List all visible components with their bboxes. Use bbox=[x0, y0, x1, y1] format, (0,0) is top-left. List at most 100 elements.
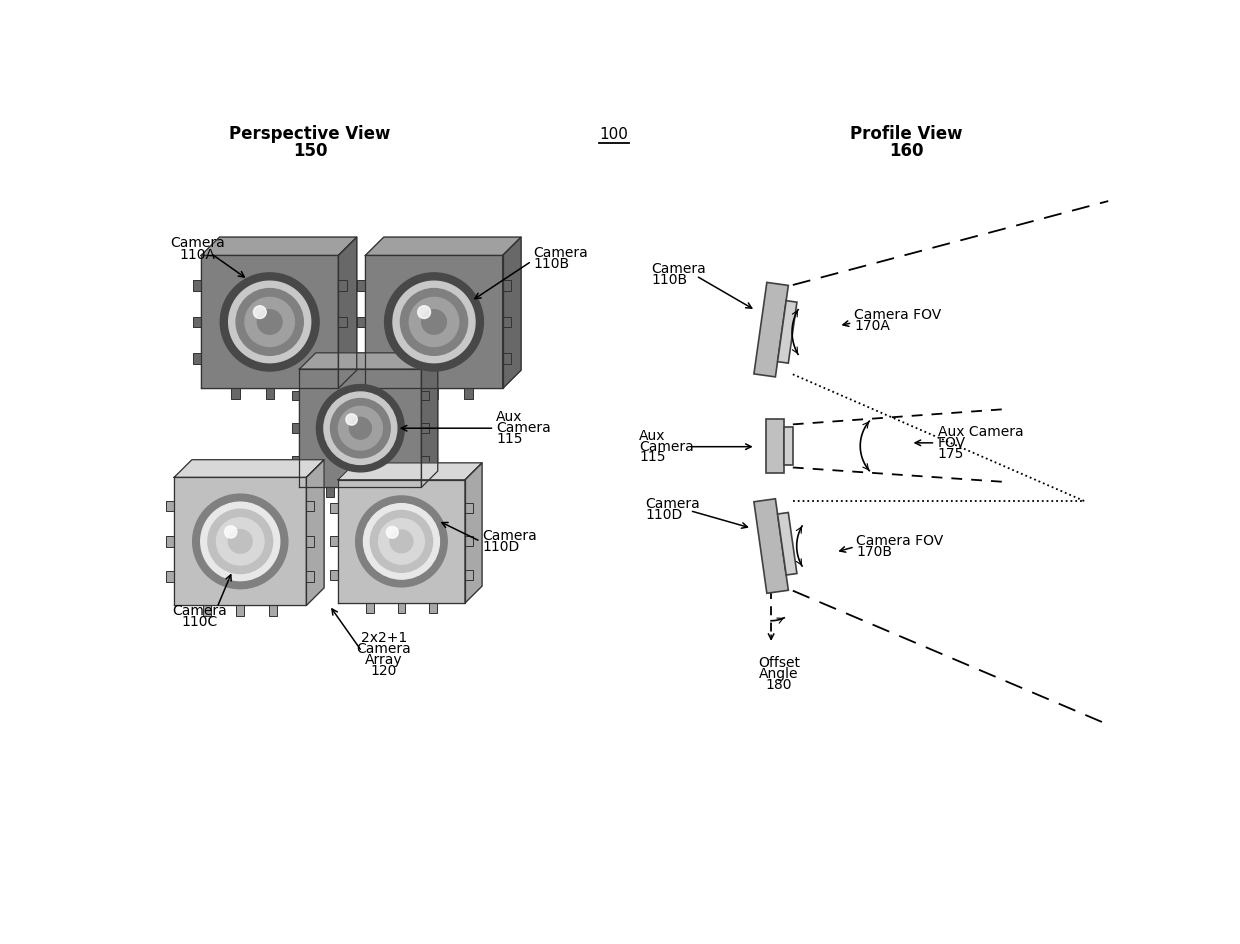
Polygon shape bbox=[231, 389, 239, 399]
Polygon shape bbox=[766, 419, 784, 473]
Polygon shape bbox=[326, 487, 334, 497]
Polygon shape bbox=[236, 605, 244, 615]
Circle shape bbox=[192, 494, 288, 589]
Text: Camera: Camera bbox=[640, 440, 694, 454]
Text: 110B: 110B bbox=[533, 257, 569, 271]
Polygon shape bbox=[502, 353, 511, 364]
Polygon shape bbox=[465, 536, 472, 547]
Polygon shape bbox=[174, 478, 306, 605]
Polygon shape bbox=[465, 463, 482, 603]
Text: 110C: 110C bbox=[182, 615, 218, 630]
Text: 170A: 170A bbox=[854, 319, 890, 333]
Text: 2x2+1: 2x2+1 bbox=[361, 632, 407, 646]
Polygon shape bbox=[357, 316, 366, 328]
Text: Camera FOV: Camera FOV bbox=[857, 534, 944, 548]
Polygon shape bbox=[299, 369, 422, 487]
Circle shape bbox=[236, 289, 304, 355]
Text: 180: 180 bbox=[765, 678, 792, 692]
Polygon shape bbox=[306, 536, 315, 547]
Polygon shape bbox=[166, 571, 174, 582]
Text: Camera: Camera bbox=[533, 246, 588, 261]
Polygon shape bbox=[339, 280, 347, 291]
Polygon shape bbox=[777, 513, 797, 575]
Text: 170B: 170B bbox=[857, 546, 893, 559]
Polygon shape bbox=[306, 460, 324, 605]
Text: Aux: Aux bbox=[496, 411, 522, 425]
Polygon shape bbox=[422, 391, 429, 400]
Circle shape bbox=[393, 281, 475, 362]
Circle shape bbox=[409, 297, 459, 346]
Polygon shape bbox=[396, 389, 404, 399]
Polygon shape bbox=[754, 282, 789, 377]
Polygon shape bbox=[430, 389, 438, 399]
Polygon shape bbox=[465, 570, 472, 581]
Polygon shape bbox=[339, 237, 357, 389]
Polygon shape bbox=[265, 389, 274, 399]
Polygon shape bbox=[192, 280, 201, 291]
Circle shape bbox=[224, 526, 237, 538]
Circle shape bbox=[363, 504, 439, 579]
Polygon shape bbox=[422, 353, 438, 487]
Circle shape bbox=[378, 518, 424, 565]
Text: 110D: 110D bbox=[646, 508, 683, 522]
Circle shape bbox=[339, 406, 382, 450]
Circle shape bbox=[258, 310, 281, 334]
Circle shape bbox=[331, 398, 391, 458]
Text: 110A: 110A bbox=[180, 248, 216, 261]
Text: Angle: Angle bbox=[759, 666, 799, 681]
Polygon shape bbox=[366, 256, 502, 389]
Polygon shape bbox=[502, 316, 511, 328]
Polygon shape bbox=[300, 389, 309, 399]
Text: 160: 160 bbox=[889, 143, 924, 160]
Polygon shape bbox=[306, 571, 315, 582]
Text: Aux: Aux bbox=[640, 429, 666, 443]
Circle shape bbox=[418, 306, 430, 318]
Polygon shape bbox=[166, 501, 174, 512]
Polygon shape bbox=[291, 391, 299, 400]
Text: Profile View: Profile View bbox=[851, 126, 963, 143]
Polygon shape bbox=[339, 353, 347, 364]
Polygon shape bbox=[330, 536, 337, 547]
Polygon shape bbox=[291, 424, 299, 433]
Text: Camera: Camera bbox=[172, 604, 227, 617]
Polygon shape bbox=[337, 463, 482, 480]
Text: FOV: FOV bbox=[937, 436, 966, 450]
Text: Camera: Camera bbox=[356, 642, 410, 656]
Polygon shape bbox=[291, 456, 299, 465]
Polygon shape bbox=[366, 237, 521, 256]
Polygon shape bbox=[330, 502, 337, 513]
Circle shape bbox=[316, 384, 404, 472]
Text: 115: 115 bbox=[496, 432, 522, 446]
Polygon shape bbox=[357, 353, 366, 364]
Text: Camera: Camera bbox=[482, 529, 537, 543]
Polygon shape bbox=[330, 570, 337, 581]
Polygon shape bbox=[465, 502, 472, 513]
Circle shape bbox=[221, 273, 319, 371]
Polygon shape bbox=[422, 424, 429, 433]
Polygon shape bbox=[387, 487, 394, 497]
Text: Camera FOV: Camera FOV bbox=[854, 308, 941, 322]
Text: Array: Array bbox=[365, 653, 403, 667]
Polygon shape bbox=[366, 603, 373, 613]
Circle shape bbox=[228, 281, 311, 362]
Text: 175: 175 bbox=[937, 447, 965, 461]
Circle shape bbox=[246, 297, 294, 346]
Circle shape bbox=[208, 509, 273, 574]
Polygon shape bbox=[337, 480, 465, 603]
Polygon shape bbox=[357, 280, 366, 291]
Polygon shape bbox=[464, 389, 472, 399]
Polygon shape bbox=[502, 280, 511, 291]
Text: Camera: Camera bbox=[651, 261, 706, 276]
Text: 150: 150 bbox=[293, 143, 327, 160]
Text: 100: 100 bbox=[599, 126, 629, 142]
Circle shape bbox=[324, 392, 397, 464]
Circle shape bbox=[401, 289, 467, 355]
Polygon shape bbox=[784, 427, 792, 465]
Circle shape bbox=[387, 527, 398, 538]
Polygon shape bbox=[306, 501, 315, 512]
Circle shape bbox=[228, 530, 252, 553]
Circle shape bbox=[422, 310, 446, 334]
Text: 120: 120 bbox=[371, 664, 397, 678]
Circle shape bbox=[371, 511, 433, 572]
Polygon shape bbox=[754, 498, 789, 593]
